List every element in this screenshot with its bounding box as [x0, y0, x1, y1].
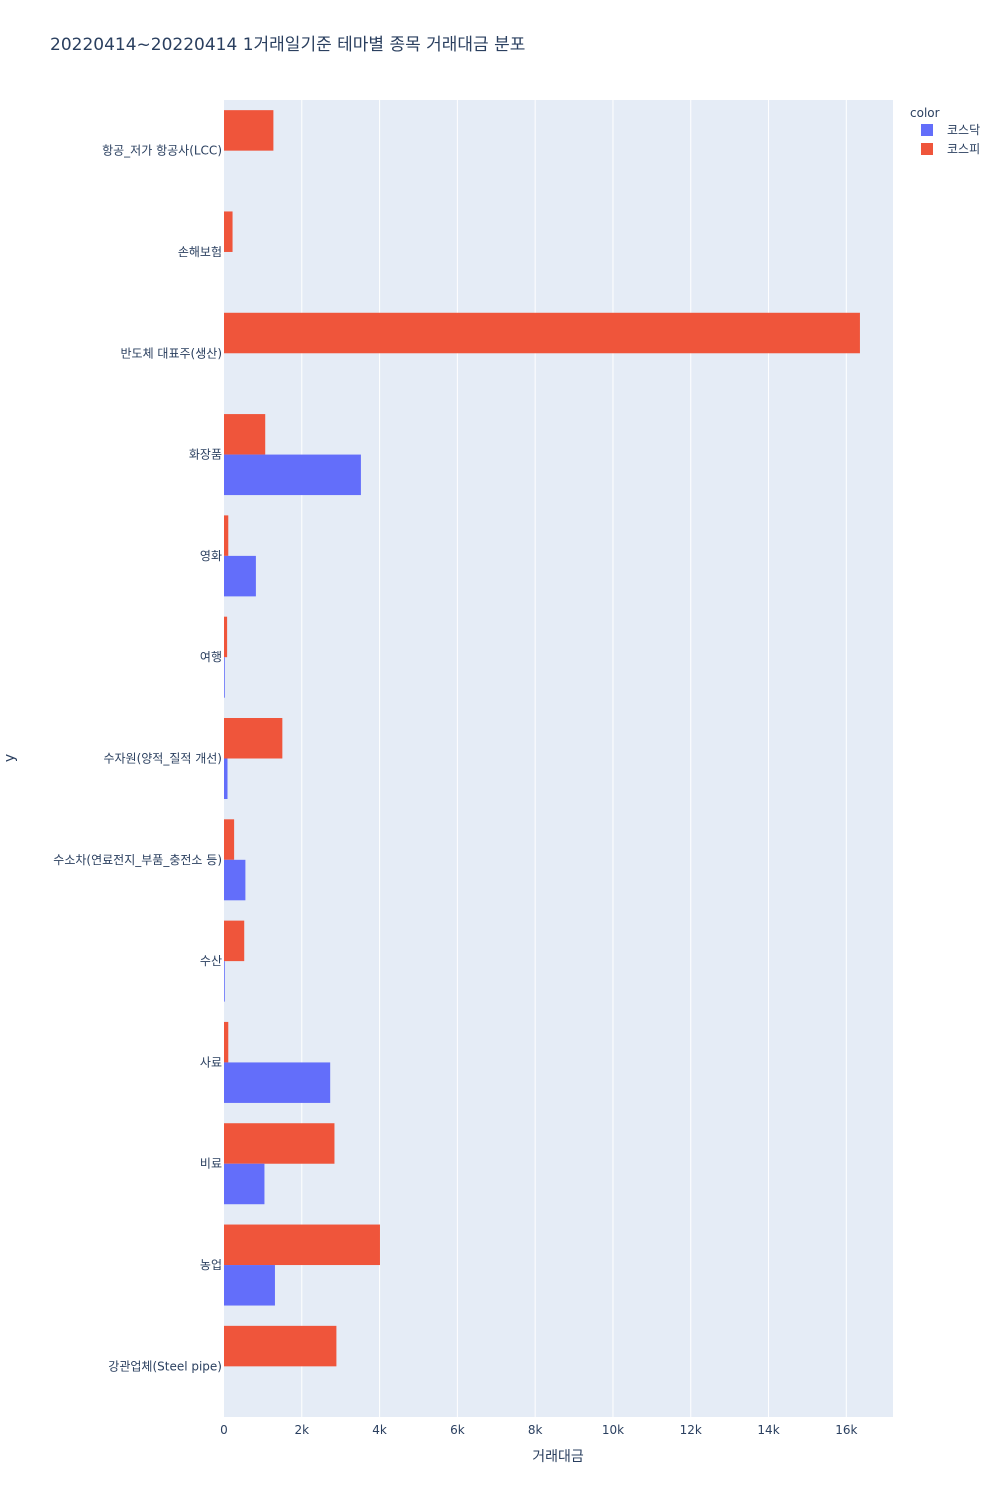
- bar-kospi: [224, 211, 233, 252]
- bar-kosdaq: [224, 961, 225, 1002]
- bar-kospi: [224, 718, 283, 759]
- bar-kosdaq: [224, 454, 361, 496]
- bar-kospi: [224, 1123, 335, 1164]
- x-tick-label: 10k: [602, 1423, 624, 1437]
- bar-kosdaq: [224, 657, 225, 698]
- x-tick-label: 8k: [528, 1423, 543, 1437]
- bar-kospi: [224, 312, 860, 354]
- bar-kospi: [224, 616, 228, 658]
- x-tick-label: 14k: [757, 1423, 779, 1437]
- bar-kospi: [224, 819, 235, 860]
- x-axis-title: 거래대금: [532, 1449, 584, 1465]
- legend-label: 코스피: [947, 142, 980, 156]
- y-tick-label: 수소차(연료전지_부품_충전소 등): [53, 853, 222, 867]
- x-tick-label: 4k: [372, 1423, 387, 1437]
- y-axis-title: y: [2, 754, 18, 762]
- bar-kosdaq: [224, 1062, 331, 1103]
- y-tick-label: 화장품: [189, 448, 222, 462]
- bars: [224, 110, 860, 1367]
- bar-kosdaq: [224, 1265, 275, 1306]
- y-tick-label: 농업: [200, 1258, 222, 1272]
- bar-kospi: [224, 110, 274, 151]
- y-tick-label: 강관업체(Steel pipe): [108, 1359, 222, 1373]
- y-tick-label: 비료: [200, 1157, 222, 1171]
- legend-swatch: [921, 124, 933, 136]
- bar-kosdaq: [224, 859, 246, 901]
- bar-kospi: [224, 1021, 229, 1063]
- x-tick-label: 0: [220, 1423, 228, 1437]
- bar-kosdaq: [224, 758, 228, 799]
- bar-kosdaq: [224, 555, 256, 597]
- y-tick-label: 수산: [200, 954, 222, 968]
- legend-label: 코스닥: [947, 123, 980, 137]
- y-tick-label: 반도체 대표주(생산): [121, 346, 223, 360]
- x-tick-label: 2k: [294, 1423, 309, 1437]
- y-tick-label: 수자원(양적_질적 개선): [103, 752, 222, 766]
- x-axis-ticks: 0 2k 4k 6k 8k 10k 12k 14k 16k: [220, 1423, 857, 1437]
- y-tick-label: 사료: [200, 1055, 222, 1069]
- legend-title: color: [910, 106, 940, 120]
- y-tick-label: 영화: [200, 549, 222, 563]
- bar-kospi: [224, 920, 245, 962]
- bar-kospi: [224, 1325, 337, 1367]
- legend-swatch: [921, 143, 933, 155]
- y-tick-label: 여행: [200, 649, 222, 664]
- bar-kospi: [224, 1224, 380, 1266]
- y-tick-label: 손해보험: [178, 245, 222, 259]
- bar-kospi: [224, 414, 266, 455]
- bar-kosdaq: [224, 1163, 265, 1205]
- bar-kospi: [224, 515, 229, 556]
- y-tick-label: 항공_저가 항공사(LCC): [102, 144, 222, 158]
- plot-area: [224, 100, 893, 1417]
- x-tick-label: 12k: [680, 1423, 702, 1437]
- x-tick-label: 16k: [835, 1423, 857, 1437]
- x-tick-label: 6k: [450, 1423, 465, 1437]
- chart-title: 20220414~20220414 1거래일기준 테마별 종목 거래대금 분포: [50, 35, 525, 55]
